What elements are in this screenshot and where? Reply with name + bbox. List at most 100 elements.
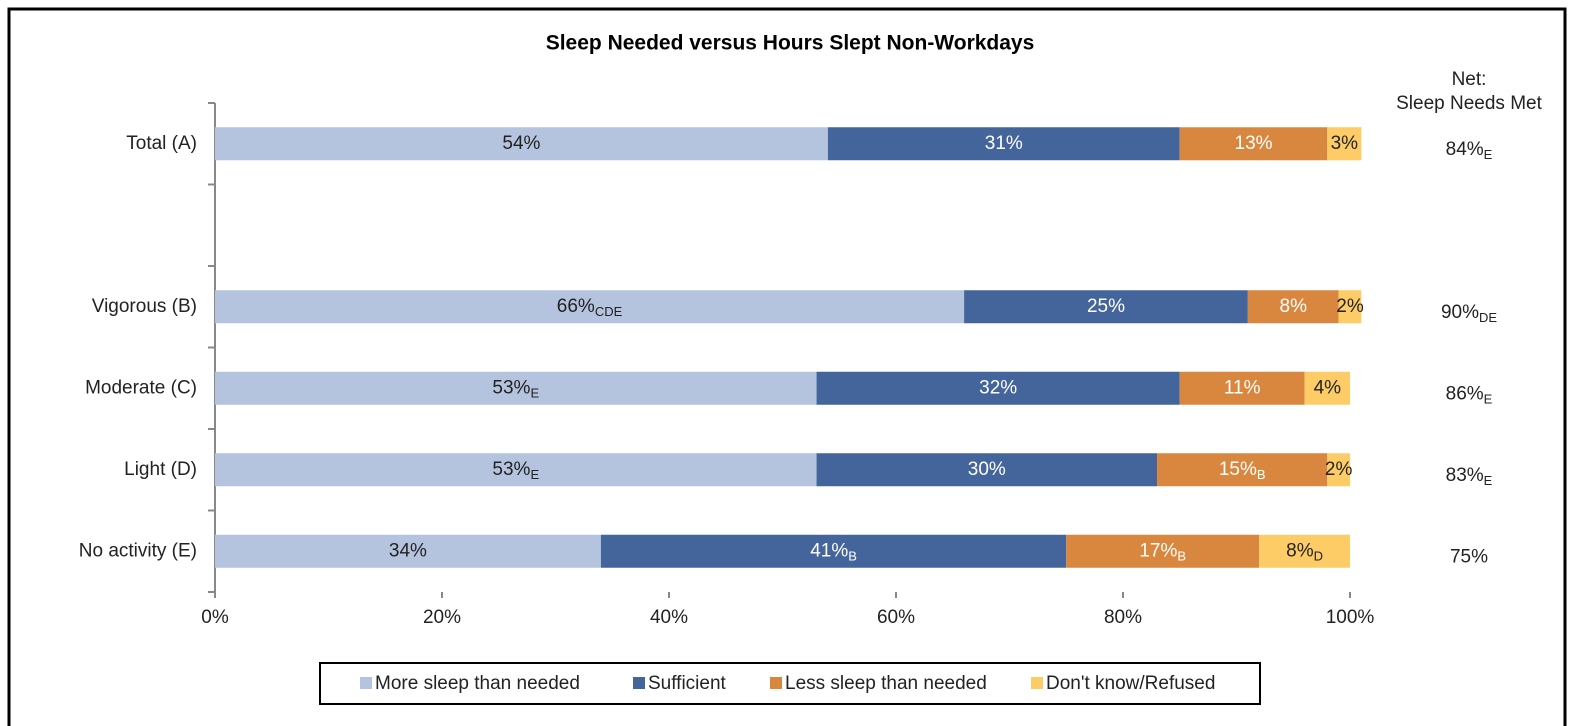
- data-label-main: 8%: [1286, 540, 1314, 561]
- net-label-subscript: DE: [1479, 310, 1497, 325]
- bar-segment: [215, 534, 601, 568]
- data-label: 53%E: [492, 459, 539, 482]
- data-label: 11%: [1224, 377, 1261, 398]
- data-label-main: 25%: [1087, 296, 1125, 317]
- data-label: 31%: [985, 133, 1023, 154]
- data-label: 13%: [1235, 133, 1273, 154]
- data-label-main: 2%: [1336, 296, 1364, 317]
- x-tick-label: 60%: [877, 607, 915, 628]
- net-label: 75%: [1450, 546, 1488, 567]
- net-label: 84%E: [1446, 139, 1493, 162]
- data-label-main: 17%: [1139, 540, 1177, 561]
- data-label: 8%D: [1286, 540, 1323, 563]
- data-label-main: 3%: [1331, 133, 1359, 154]
- frame: [7, 7, 1567, 726]
- data-label-subscript: B: [1257, 467, 1266, 482]
- net-header: Sleep Needs Met: [1396, 93, 1542, 114]
- y-tick-label: No activity (E): [79, 540, 197, 561]
- data-label: 25%: [1087, 296, 1125, 317]
- net-label-subscript: E: [1484, 473, 1493, 488]
- data-label-main: 32%: [979, 377, 1017, 398]
- x-tick-label: 40%: [650, 607, 688, 628]
- data-label: 8%: [1280, 296, 1308, 317]
- data-label-main: 34%: [389, 540, 427, 561]
- data-label-main: 11%: [1224, 377, 1261, 398]
- bar-segment: [215, 290, 965, 324]
- net-label-main: 75%: [1450, 546, 1488, 567]
- legend-swatch: [633, 677, 645, 689]
- legend-label: Don't know/Refused: [1046, 673, 1215, 694]
- net-header: Net:: [1452, 69, 1487, 90]
- data-label-main: 53%: [492, 459, 530, 480]
- bar-segment: [1179, 127, 1328, 161]
- net-label-subscript: E: [1484, 392, 1493, 407]
- legend-label: More sleep than needed: [375, 673, 580, 694]
- data-label-main: 13%: [1235, 133, 1273, 154]
- bar-segment: [215, 453, 817, 487]
- x-tick-label: 20%: [423, 607, 461, 628]
- data-label-subscript: D: [1314, 549, 1323, 564]
- y-tick-label: Total (A): [126, 133, 197, 154]
- data-label: 32%: [979, 377, 1017, 398]
- data-label-main: 4%: [1314, 377, 1342, 398]
- bar-segment: [816, 371, 1180, 405]
- bar-segment: [1066, 534, 1260, 568]
- data-label-subscript: E: [530, 467, 539, 482]
- net-value: 90%DE: [1441, 302, 1497, 325]
- net-label-main: 86%: [1446, 383, 1484, 404]
- legend-label: Less sleep than needed: [785, 673, 987, 694]
- bar-segment: [1179, 371, 1305, 405]
- data-label-main: 31%: [985, 133, 1023, 154]
- net-label-main: 83%: [1446, 465, 1484, 486]
- bar-segment: [827, 127, 1180, 161]
- data-label-subscript: E: [530, 386, 539, 401]
- net-label-main: 84%: [1446, 139, 1484, 160]
- net-label-main: 90%: [1441, 302, 1479, 323]
- bar-segment: [600, 534, 1067, 568]
- bar-segment: [964, 290, 1248, 324]
- data-label-main: 53%: [492, 377, 530, 398]
- data-label-main: 15%: [1219, 459, 1257, 480]
- net-label: 86%E: [1446, 383, 1493, 406]
- chart-title: Sleep Needed versus Hours Slept Non-Work…: [546, 32, 1035, 55]
- data-label: 4%: [1314, 377, 1342, 398]
- net-value: 83%E: [1446, 465, 1493, 488]
- net-value: 86%E: [1446, 383, 1493, 406]
- data-label-subscript: CDE: [595, 304, 623, 319]
- net-label-subscript: E: [1484, 147, 1493, 162]
- bar-segment: [1259, 534, 1350, 568]
- data-label-main: 8%: [1280, 296, 1308, 317]
- data-label: 2%: [1325, 459, 1353, 480]
- bar-segment: [215, 127, 828, 161]
- data-label: 54%: [502, 133, 540, 154]
- net-value: 84%E: [1446, 139, 1493, 162]
- data-label-main: 66%: [557, 296, 595, 317]
- y-tick-label: Moderate (C): [85, 377, 197, 398]
- bar-segment: [1327, 127, 1362, 161]
- x-tick-label: 80%: [1104, 607, 1142, 628]
- y-tick-label: Light (D): [124, 459, 197, 480]
- data-label: 66%CDE: [557, 296, 623, 319]
- bar-segment: [1247, 290, 1339, 324]
- bar-segment: [1327, 453, 1350, 487]
- x-tick-label: 100%: [1326, 607, 1375, 628]
- net-label: 90%DE: [1441, 302, 1497, 325]
- data-label: 30%: [968, 459, 1006, 480]
- data-label: 3%: [1331, 133, 1359, 154]
- data-label: 17%B: [1139, 540, 1186, 563]
- legend-swatch: [1031, 677, 1043, 689]
- legend-box: [319, 662, 1261, 705]
- bar-segment: [215, 371, 817, 405]
- data-label-subscript: B: [848, 549, 857, 564]
- data-label: 53%E: [492, 377, 539, 400]
- bar-segment: [1338, 290, 1362, 324]
- data-label-main: 54%: [502, 133, 540, 154]
- data-label: 41%B: [810, 540, 857, 563]
- data-label: 15%B: [1219, 459, 1266, 482]
- legend-label: Sufficient: [648, 673, 727, 694]
- x-tick-label: 0%: [201, 607, 229, 628]
- net-value: 75%: [1450, 546, 1488, 567]
- bar-segment: [816, 453, 1158, 487]
- data-label-subscript: B: [1177, 549, 1186, 564]
